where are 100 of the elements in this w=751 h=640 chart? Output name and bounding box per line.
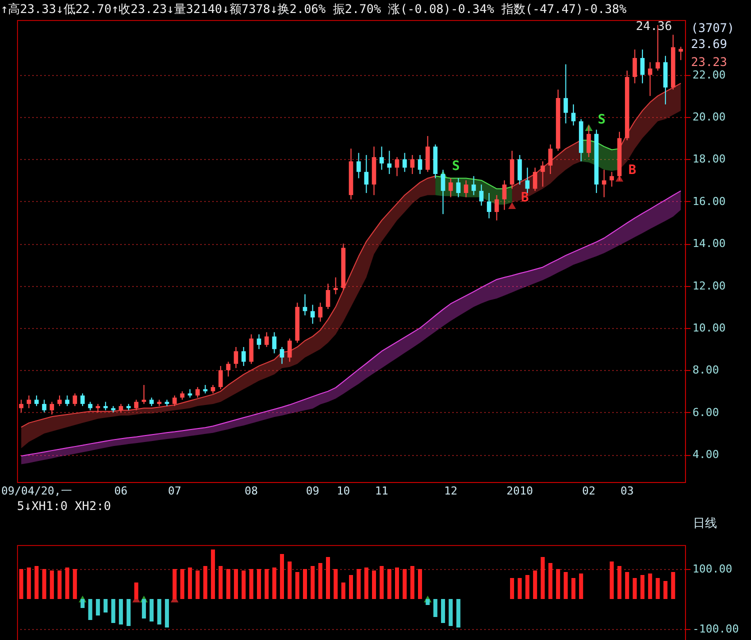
bar <box>118 599 123 624</box>
chart-title: ↑高23.33↓低22.70↑收23.23↓量32140↓额7378↓换2.06% 振2.70% 涨(-0.08)-0.34% 指数(-47.47)-0.38% <box>0 2 628 16</box>
bar <box>72 569 77 599</box>
y-tick-label: 100.00 <box>692 562 732 576</box>
bar <box>564 572 568 599</box>
candlestick <box>272 332 276 354</box>
candlestick <box>418 154 422 174</box>
candlestick <box>632 49 637 84</box>
bar <box>302 569 307 599</box>
candlestick <box>226 361 230 378</box>
bar <box>210 550 215 599</box>
candlestick <box>410 154 414 174</box>
candlestick <box>264 332 269 348</box>
y-tick-label: 18.00 <box>692 152 726 166</box>
chart-title: 5↓XH1:0 XH2:0 <box>17 499 111 513</box>
bar <box>525 575 530 599</box>
candlestick <box>448 178 453 198</box>
bar <box>456 599 460 628</box>
x-tick-label: 07 <box>168 484 182 498</box>
candlestick <box>394 156 400 177</box>
bar <box>341 582 346 599</box>
bar <box>548 563 552 599</box>
candlestick <box>640 49 645 84</box>
candlestick <box>280 346 284 364</box>
candlestick <box>402 152 407 172</box>
bar <box>387 569 392 599</box>
bar <box>533 570 538 599</box>
bar <box>372 570 376 599</box>
bar <box>58 570 62 599</box>
bar <box>356 569 361 599</box>
y-tick-label: 8.00 <box>692 364 719 377</box>
x-tick-label: 06 <box>114 484 128 498</box>
candlestick <box>288 338 292 362</box>
bar <box>188 568 192 599</box>
x-tick-label: 10 <box>336 484 350 498</box>
x-tick-label: 2010 <box>506 484 533 498</box>
candlestick <box>218 365 223 390</box>
candlestick <box>518 154 522 186</box>
candlestick <box>42 399 46 413</box>
candlestick <box>249 334 254 364</box>
bar <box>196 570 200 599</box>
x-tick-label: 03 <box>620 484 634 498</box>
candlestick <box>72 392 78 407</box>
candlestick <box>195 386 200 398</box>
candlestick <box>571 104 576 126</box>
candlestick <box>532 167 538 192</box>
y-tick-label: 14.00 <box>692 237 726 250</box>
candlestick <box>586 124 591 158</box>
bar <box>26 568 31 599</box>
text: (3707) <box>691 21 734 35</box>
x-tick-label: 09 <box>306 484 320 498</box>
bar <box>663 581 668 599</box>
bar <box>433 599 438 617</box>
candlestick <box>678 46 683 61</box>
bar <box>172 569 177 599</box>
bar <box>625 572 630 599</box>
y-tick-label: -100.00 <box>692 622 739 636</box>
bar <box>418 569 422 599</box>
bar <box>518 578 522 599</box>
candlestick <box>57 395 62 407</box>
x-tick-label: 11 <box>375 484 388 498</box>
bar <box>226 569 230 599</box>
bar <box>610 562 614 599</box>
bar <box>19 569 24 599</box>
bar <box>617 566 622 599</box>
bar <box>410 566 414 599</box>
bar <box>242 570 246 599</box>
bar <box>104 599 108 612</box>
x-tick-label: 12 <box>444 484 458 498</box>
bar <box>364 568 368 599</box>
candlestick <box>234 346 238 369</box>
bar <box>96 599 100 616</box>
data-label: S <box>452 159 460 174</box>
bar <box>310 566 315 599</box>
candlestick <box>380 146 384 170</box>
bar <box>203 566 208 599</box>
candlestick <box>364 154 368 194</box>
candlestick <box>486 192 492 219</box>
candlestick <box>456 178 461 198</box>
bar <box>88 599 92 620</box>
bar <box>640 575 644 599</box>
y-tick-label: 4.00 <box>692 448 719 462</box>
bar <box>134 582 138 599</box>
candlestick <box>564 64 568 124</box>
bar <box>65 568 70 599</box>
y-tick-label: 22.00 <box>692 68 726 82</box>
y-tick-label: 12.00 <box>692 279 726 292</box>
x-tick-label: 08 <box>244 484 258 498</box>
candlestick <box>34 395 39 407</box>
bar <box>256 569 261 599</box>
bar <box>380 566 384 599</box>
bar <box>150 599 154 622</box>
bar <box>157 599 162 624</box>
bar <box>348 575 354 599</box>
candlestick <box>472 176 476 196</box>
candlestick <box>310 304 315 324</box>
bar <box>180 569 184 599</box>
candlestick <box>26 395 32 409</box>
candlestick <box>548 144 553 174</box>
candlestick <box>525 167 530 194</box>
